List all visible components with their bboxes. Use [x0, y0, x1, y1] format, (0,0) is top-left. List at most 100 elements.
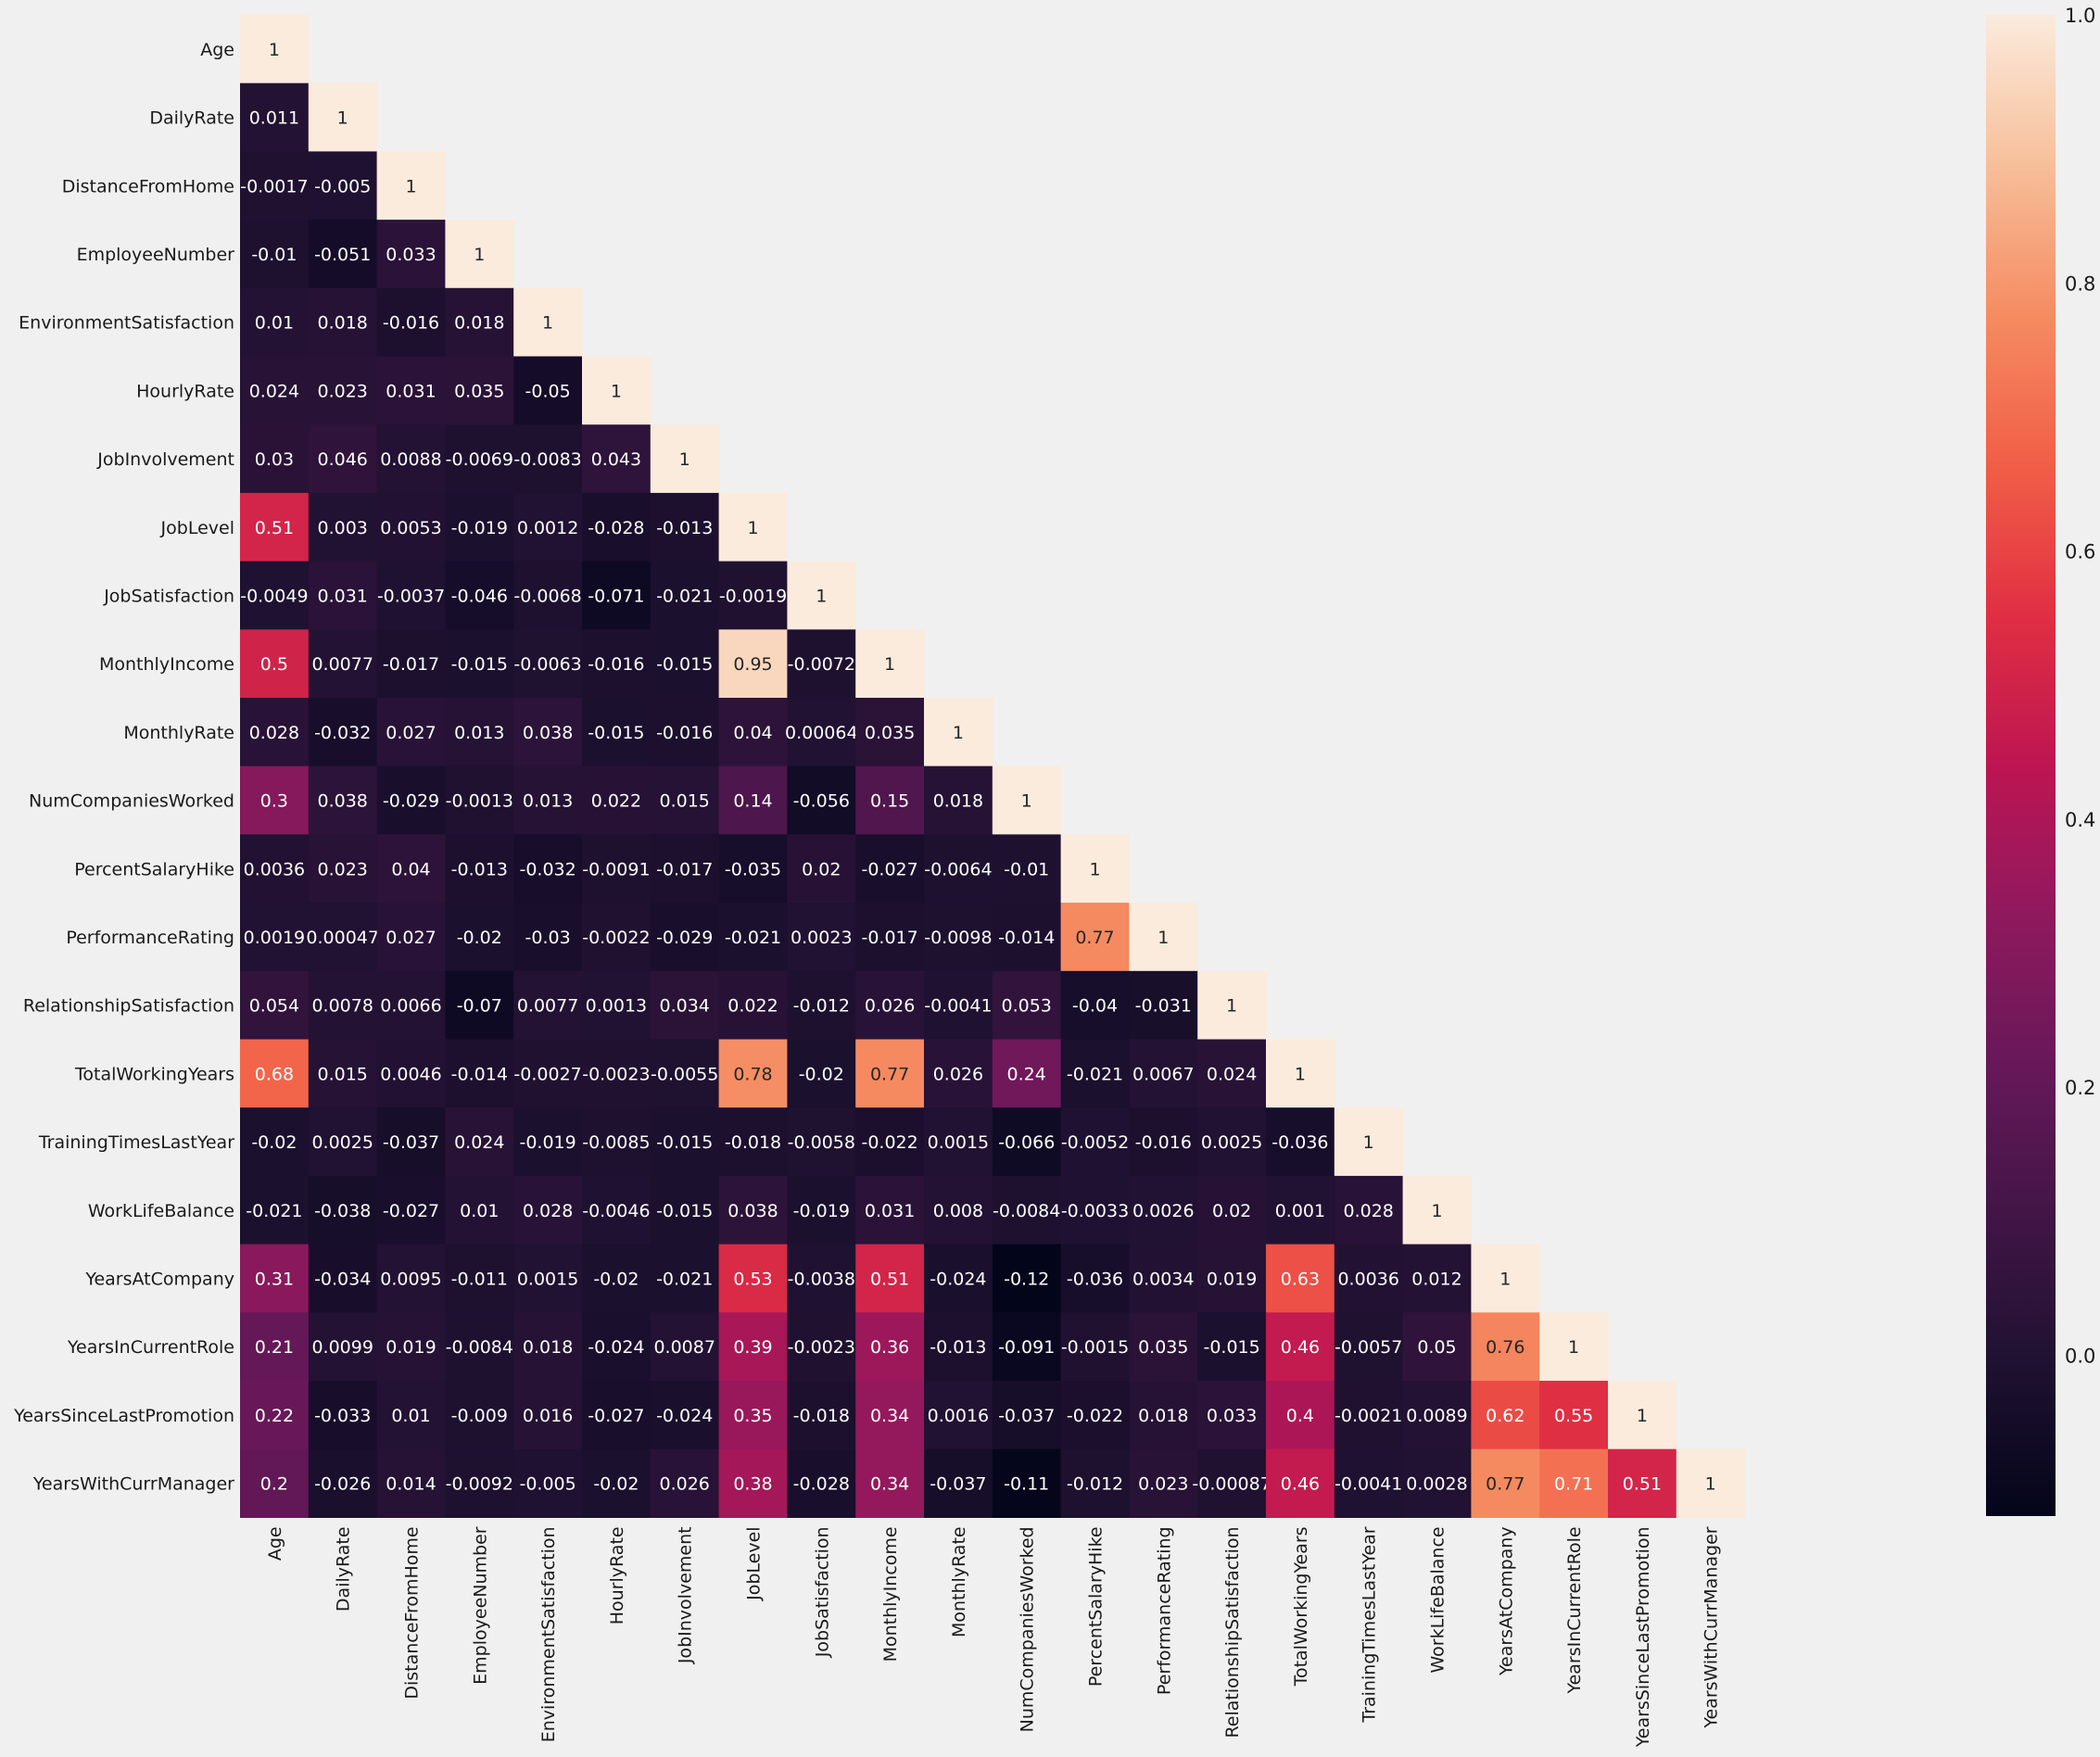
cell-annotation: 1: [611, 381, 622, 401]
heatmap-cell: [1060, 1175, 1130, 1245]
heatmap-cell: [1471, 1312, 1540, 1382]
cell-annotation: 0.55: [1554, 1406, 1593, 1426]
heatmap-cell: [718, 1244, 788, 1313]
heatmap-cell: [992, 1107, 1062, 1177]
heatmap-cell: [1197, 1175, 1267, 1245]
heatmap-cell: [376, 970, 446, 1041]
heatmap-cell: [582, 492, 652, 562]
cell-annotation: -0.0015: [1061, 1337, 1129, 1358]
cell-annotation: 1: [1431, 1201, 1442, 1221]
heatmap-cell: [445, 287, 514, 358]
cell-annotation: 1: [1295, 1064, 1306, 1084]
cell-annotation: 0.14: [733, 791, 772, 812]
cell-annotation: 0.003: [317, 518, 367, 538]
cell-annotation: 0.05: [1417, 1337, 1456, 1358]
cell-annotation: -0.005: [314, 176, 371, 196]
y-tick-label: PercentSalaryHike: [74, 859, 234, 879]
cell-annotation: 1: [1568, 1337, 1579, 1358]
cell-annotation: -0.024: [930, 1269, 986, 1289]
cell-annotation: -0.0069: [446, 449, 513, 470]
heatmap-cell: [992, 903, 1062, 972]
heatmap-cell: [1266, 1107, 1335, 1177]
cell-annotation: 0.3: [260, 791, 288, 812]
cell-annotation: 0.026: [865, 996, 915, 1017]
cell-annotation: -0.0021: [1335, 1406, 1402, 1426]
cell-annotation: 0.014: [386, 1474, 436, 1495]
cell-annotation: -0.028: [793, 1474, 850, 1495]
cell-annotation: -0.0063: [513, 654, 581, 675]
cell-annotation: 0.013: [523, 791, 573, 812]
cell-annotation: -0.00087: [1192, 1474, 1271, 1495]
heatmap-cell: [513, 1175, 583, 1245]
heatmap-cell: [308, 834, 378, 904]
heatmap-cell: [650, 1107, 720, 1177]
cell-annotation: -0.0092: [446, 1474, 513, 1495]
cell-annotation: -0.032: [314, 723, 371, 743]
heatmap-cell: [924, 1244, 993, 1313]
cell-annotation: -0.056: [793, 791, 850, 812]
heatmap-cell: [376, 424, 446, 494]
heatmap-cell: [1539, 1448, 1609, 1518]
cell-annotation: 0.00047: [306, 928, 379, 948]
cell-annotation: 0.03: [255, 449, 294, 470]
cell-annotation: -0.0046: [582, 1201, 650, 1221]
heatmap-cell: [582, 1312, 652, 1382]
cell-annotation: -0.02: [593, 1269, 639, 1289]
cell-annotation: -0.0019: [719, 586, 787, 606]
cell-annotation: 0.046: [317, 449, 367, 470]
x-axis-labels: Age DailyRate DistanceFromHome EmployeeNumb…: [265, 1526, 1722, 1748]
cell-annotation: -0.014: [451, 1064, 508, 1084]
cell-annotation: 0.028: [523, 1201, 573, 1221]
heatmap-cell: [1471, 1381, 1540, 1450]
x-tick-label: HourlyRate: [607, 1526, 627, 1624]
heatmap-cell: [650, 1312, 720, 1382]
cell-annotation: 0.38: [733, 1474, 772, 1495]
cell-annotation: 0.035: [1138, 1337, 1188, 1358]
cell-annotation: 0.0026: [1132, 1201, 1194, 1221]
cell-annotation: 0.038: [727, 1201, 778, 1221]
heatmap-cell: [1402, 1312, 1472, 1382]
y-tick-label: YearsSinceLastPromotion: [13, 1406, 234, 1426]
heatmap-cell: [582, 1381, 652, 1450]
cell-annotation: -0.0037: [377, 586, 445, 606]
cell-annotation: 0.51: [1623, 1474, 1662, 1495]
heatmap-cell: [992, 1448, 1062, 1518]
cell-annotation: 0.024: [1207, 1064, 1257, 1084]
cell-annotation: 1: [1226, 996, 1237, 1017]
cell-annotation: -0.0023: [788, 1337, 855, 1358]
x-tick-label: PercentSalaryHike: [1086, 1526, 1107, 1687]
cell-annotation: -0.046: [451, 586, 508, 606]
heatmap-cell: [787, 1448, 856, 1518]
heatmap-cell: [376, 220, 446, 289]
heatmap-cell: [855, 1039, 925, 1108]
cell-annotation: -0.071: [588, 586, 644, 606]
cell-annotation: -0.05: [525, 381, 571, 401]
heatmap-cell: [376, 492, 446, 562]
cell-annotation: 0.46: [1281, 1474, 1320, 1495]
heatmap-cell: [445, 492, 514, 562]
heatmap-cell: [992, 1381, 1062, 1450]
heatmap-cell: [513, 492, 583, 562]
heatmap-cell: [650, 970, 720, 1041]
heatmap-cell: [924, 1039, 993, 1108]
heatmap-cell: [376, 765, 446, 835]
cell-annotation: -0.0041: [1335, 1474, 1402, 1495]
heatmap-cell: [376, 629, 446, 699]
cell-annotation: 0.0077: [311, 654, 373, 675]
heatmap-cell: [1334, 1107, 1404, 1177]
cell-annotation: 0.053: [1001, 996, 1051, 1017]
cell-annotation: 1: [269, 40, 280, 60]
heatmap-cell: [855, 834, 925, 904]
heatmap-cell: [376, 698, 446, 767]
cell-annotation: -0.037: [998, 1406, 1055, 1426]
heatmap-cell: [1129, 903, 1198, 972]
heatmap-cell: [718, 1107, 788, 1177]
cell-annotation: -0.02: [593, 1474, 639, 1495]
cell-annotation: -0.0041: [924, 996, 992, 1017]
colorbar-tick-label: 0.4: [2065, 809, 2095, 831]
heatmap-cell: [1060, 1448, 1130, 1518]
y-tick-label: JobInvolvement: [96, 449, 234, 470]
cell-annotation: 0.39: [733, 1337, 772, 1358]
heatmap-cell: [308, 220, 378, 289]
